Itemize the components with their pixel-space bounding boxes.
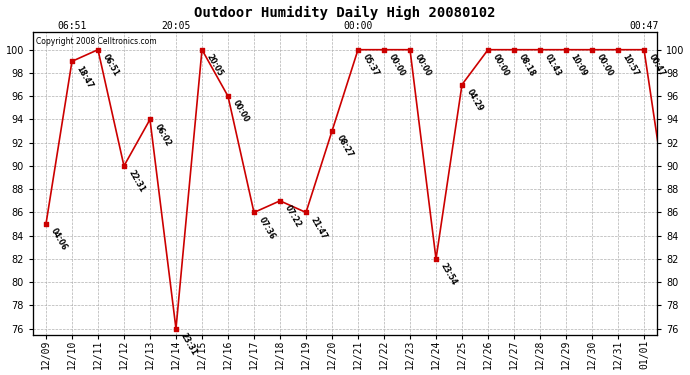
Text: 06:51: 06:51 <box>101 53 121 78</box>
Text: 10:09: 10:09 <box>569 53 589 78</box>
Text: 08:18: 08:18 <box>517 53 537 78</box>
Point <box>41 221 52 227</box>
Text: 00:00: 00:00 <box>413 53 433 78</box>
Text: 00:47: 00:47 <box>647 53 667 78</box>
Point <box>379 47 390 53</box>
Text: 04:29: 04:29 <box>465 87 484 113</box>
Point <box>353 47 364 53</box>
Point <box>404 47 415 53</box>
Point <box>535 47 546 53</box>
Point <box>431 256 442 262</box>
Point <box>300 210 311 216</box>
Point <box>326 128 337 134</box>
Text: 08:27: 08:27 <box>335 134 355 159</box>
Text: 10:57: 10:57 <box>621 53 641 78</box>
Text: 21:47: 21:47 <box>308 215 328 241</box>
Point <box>119 163 130 169</box>
Text: 00:00: 00:00 <box>387 53 406 78</box>
Point <box>664 221 676 227</box>
Point <box>638 47 649 53</box>
Text: 22:31: 22:31 <box>127 169 146 194</box>
Text: 20:05: 20:05 <box>205 53 224 78</box>
Text: 07:36: 07:36 <box>257 215 277 241</box>
Point <box>586 47 598 53</box>
Point <box>248 210 259 216</box>
Text: 00:00: 00:00 <box>595 53 615 78</box>
Text: 18:47: 18:47 <box>75 64 95 90</box>
Point <box>92 47 104 53</box>
Text: 05:37: 05:37 <box>361 53 381 78</box>
Point <box>197 47 208 53</box>
Text: 23:54: 23:54 <box>439 262 459 287</box>
Text: 01:43: 01:43 <box>543 53 562 78</box>
Point <box>560 47 571 53</box>
Text: 00:00: 00:00 <box>491 53 511 78</box>
Point <box>170 326 181 332</box>
Point <box>613 47 624 53</box>
Text: 23:31: 23:31 <box>179 332 199 357</box>
Point <box>66 58 77 64</box>
Point <box>222 93 233 99</box>
Text: 06:02: 06:02 <box>152 122 172 148</box>
Point <box>509 47 520 53</box>
Point <box>482 47 493 53</box>
Point <box>144 117 155 123</box>
Text: 00:00: 00:00 <box>0 374 1 375</box>
Point <box>457 82 468 88</box>
Text: 07:22: 07:22 <box>283 204 303 229</box>
Title: Outdoor Humidity Daily High 20080102: Outdoor Humidity Daily High 20080102 <box>195 6 495 20</box>
Text: Copyright 2008 Celltronics.com: Copyright 2008 Celltronics.com <box>36 37 157 46</box>
Text: 04:06: 04:06 <box>49 227 68 252</box>
Point <box>275 198 286 204</box>
Text: 00:00: 00:00 <box>230 99 250 124</box>
